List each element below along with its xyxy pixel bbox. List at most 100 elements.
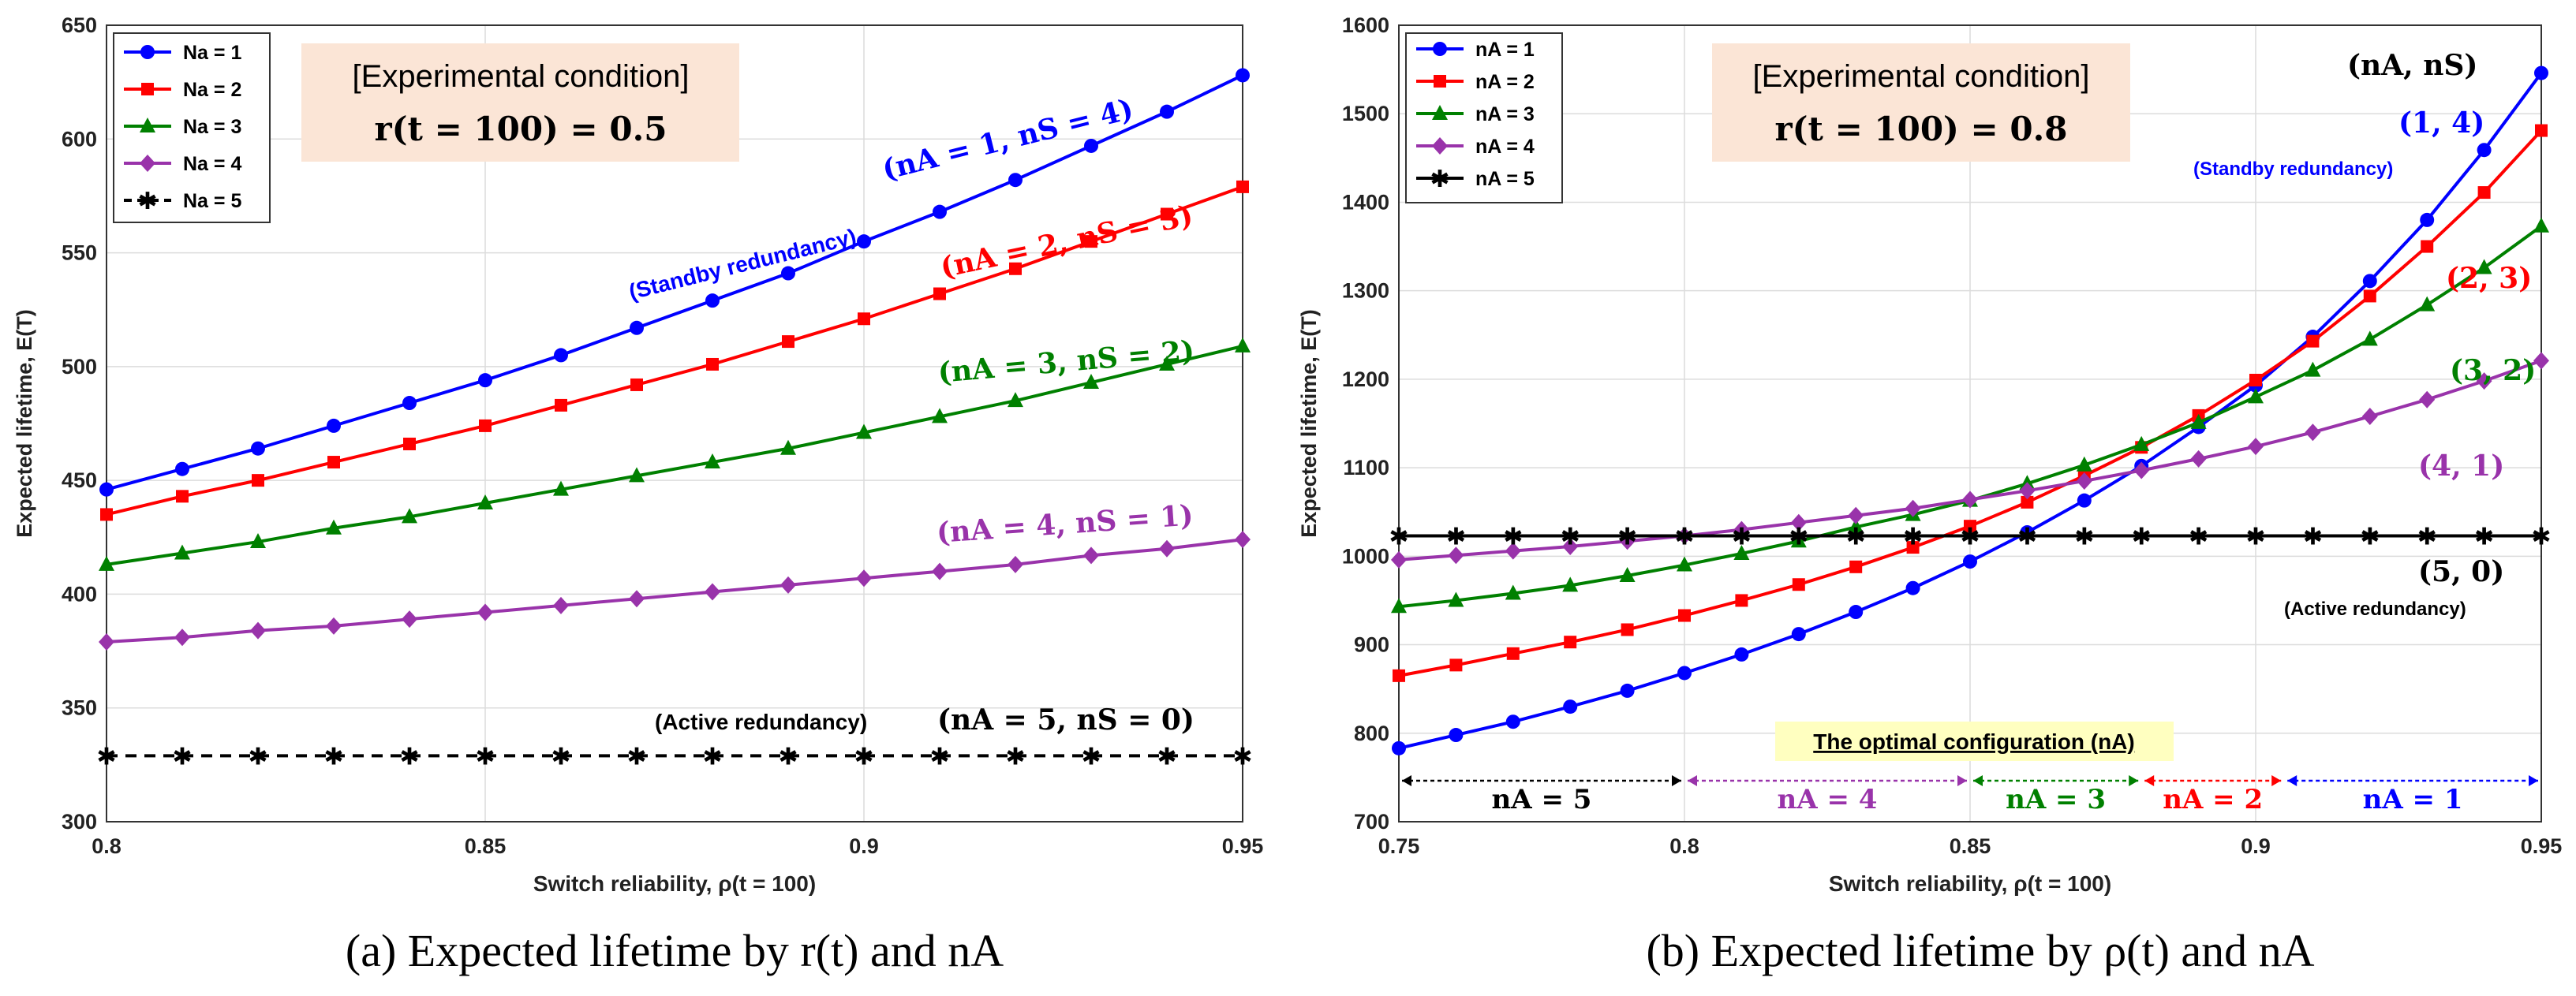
y-tick-label: 800 — [1354, 722, 1389, 745]
data-point — [2248, 388, 2264, 404]
data-point: ✱ — [96, 743, 116, 770]
data-point — [1962, 491, 1978, 509]
x-tick-label: 0.85 — [465, 834, 507, 858]
data-point — [478, 373, 492, 388]
data-point — [1677, 556, 1692, 572]
data-point — [932, 408, 948, 423]
data-point — [858, 312, 870, 326]
data-point: ✱ — [2531, 524, 2551, 551]
data-point — [782, 335, 794, 349]
y-tick-label: 300 — [62, 810, 97, 834]
data-point — [1849, 560, 1863, 573]
data-point — [1235, 337, 1251, 353]
data-point: ✱ — [1389, 524, 1408, 551]
legend-marker — [140, 118, 155, 132]
y-tick-label: 900 — [1354, 633, 1389, 657]
data-point: ✱ — [2303, 524, 2323, 551]
data-point — [250, 621, 266, 640]
legend-marker: ✱ — [1430, 166, 1449, 193]
data-point: ✱ — [1732, 524, 1752, 551]
series-b: ✱ ✱ ✱ ✱ ✱ ✱ ✱ ✱ ✱ ✱ ✱ ✱ ✱ ✱ ✱ ✱ ✱ ✱ ✱ ✱ ✱ — [1389, 65, 2552, 755]
y-tick-label: 500 — [62, 355, 97, 379]
x-tick-label: 0.85 — [1950, 834, 1991, 858]
data-point — [2420, 212, 2435, 227]
optimal-bg-b — [1775, 722, 2174, 761]
data-point — [1392, 740, 1406, 755]
condition-value-a: r(t = 100) = 0.5 — [375, 110, 667, 148]
data-point — [1735, 594, 1748, 607]
data-point — [1505, 714, 1520, 729]
data-point — [1790, 532, 1807, 548]
data-point — [99, 555, 114, 571]
annotation-32-b: (3, 2) — [2450, 354, 2536, 387]
data-point — [1964, 520, 1976, 533]
data-point — [2362, 274, 2377, 289]
region-arrowhead — [1973, 775, 1983, 786]
data-point — [2534, 65, 2548, 80]
data-point — [1848, 518, 1864, 534]
data-point — [477, 494, 493, 509]
data-point — [100, 508, 113, 521]
data-point — [2021, 495, 2034, 509]
data-point — [477, 603, 493, 621]
legend-a: Na = 1 Na = 2 Na = 3 Na = 4 ✱ Na = 5 — [113, 32, 271, 223]
data-point — [402, 396, 417, 411]
data-point — [1008, 173, 1023, 188]
data-point — [1235, 531, 1251, 549]
data-point — [2477, 143, 2492, 158]
data-point — [99, 633, 114, 651]
data-point — [175, 461, 189, 476]
legend-label: Na = 2 — [183, 79, 241, 101]
annotation-14-b: (1, 4) — [2398, 106, 2484, 140]
legend-marker — [1434, 75, 1446, 88]
region-arrowhead — [1688, 775, 1697, 786]
data-point — [706, 357, 719, 371]
region-label: nA = 4 — [1778, 784, 1878, 815]
region-arrowhead — [1672, 775, 1681, 786]
data-point — [479, 419, 492, 432]
y-tick-label: 1200 — [1342, 367, 1389, 391]
data-point: ✱ — [399, 743, 419, 770]
panel-b: 0.75 0.8 0.85 0.9 0.95 700 800 900 1000 1100 1200 1… — [1297, 13, 2562, 976]
data-point — [705, 453, 720, 469]
legend-marker: ✱ — [137, 188, 157, 215]
data-point — [1849, 605, 1864, 620]
data-point: ✱ — [1903, 524, 1923, 551]
annotation-23-b: (2, 3) — [2446, 262, 2532, 295]
data-point — [2076, 472, 2092, 490]
x-tick-label: 0.9 — [2241, 834, 2271, 858]
data-point — [1505, 584, 1521, 600]
data-point: ✱ — [2074, 524, 2094, 551]
data-point: ✱ — [475, 743, 495, 770]
data-point — [856, 423, 872, 439]
caption-b: (b) Expected lifetime by ρ(t) and nA — [1646, 925, 2314, 976]
data-point — [1161, 207, 1173, 221]
condition-bg-a — [301, 43, 739, 162]
data-point — [326, 617, 342, 635]
data-point — [2533, 352, 2549, 370]
data-point: ✱ — [626, 743, 646, 770]
data-point: ✱ — [1446, 524, 1466, 551]
region-label: nA = 2 — [2163, 784, 2263, 815]
x-axis-label-a: Switch reliability, ρ(t = 100) — [533, 871, 816, 896]
data-point — [99, 482, 114, 497]
data-point — [1085, 235, 1097, 248]
y-tick-label: 700 — [1354, 810, 1389, 834]
data-point — [1790, 513, 1807, 532]
plot-frame-a — [106, 24, 1243, 823]
y-tick-label: 1000 — [1342, 544, 1389, 568]
data-point — [1563, 699, 1578, 714]
annotation-41-b: (4, 1) — [2418, 450, 2504, 483]
data-point — [2076, 456, 2092, 472]
data-point — [1506, 647, 1520, 660]
data-point — [629, 590, 645, 608]
x-tick-label: 0.8 — [1669, 834, 1699, 858]
data-point — [2419, 296, 2436, 311]
data-point — [1905, 580, 1920, 595]
condition-box-a: [Experimental condition] r(t = 100) = 0.… — [301, 43, 739, 162]
data-point — [2306, 334, 2320, 348]
legend-b: nA = 1 nA = 2 nA = 3 nA = 4 ✱ nA = 5 — [1405, 32, 1563, 203]
data-point — [553, 480, 569, 496]
x-axis-label-b: Switch reliability, ρ(t = 100) — [1829, 871, 2111, 896]
data-point — [2248, 438, 2264, 456]
